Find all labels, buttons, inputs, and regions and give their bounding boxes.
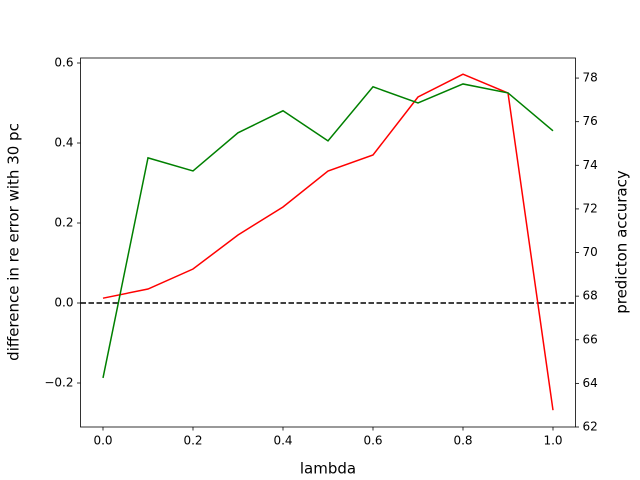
y-tick-label: 0.6 [54, 56, 73, 70]
x-tick-label: 1.0 [543, 434, 562, 448]
y-axis-label: difference in re error with 30 pc [5, 123, 23, 361]
y-tick-label: 0.0 [54, 296, 73, 310]
y-tick-label: 0.4 [54, 136, 73, 150]
data-line [102, 83, 554, 379]
y2-tick-label: 72 [583, 201, 598, 215]
x-tick-label: 0.0 [93, 434, 112, 448]
y2-tick-label: 70 [583, 245, 598, 259]
y-tick-label: −0.2 [44, 376, 73, 390]
y2-tick-label: 74 [583, 158, 598, 172]
x-tick-label: 0.4 [273, 434, 292, 448]
y2-tick-label: 64 [583, 376, 598, 390]
y-tick-label: 0.2 [54, 216, 73, 230]
y2-tick-label: 68 [583, 289, 598, 303]
x-tick-label: 0.8 [453, 434, 472, 448]
x-tick-label: 0.2 [183, 434, 202, 448]
y2-tick-label: 76 [583, 114, 598, 128]
x-tick-label: 0.6 [363, 434, 382, 448]
y2-tick-label: 66 [583, 332, 598, 346]
plot-frame [80, 57, 576, 428]
data-line [102, 73, 554, 411]
y2-tick-label: 62 [583, 420, 598, 434]
y2-axis-label: predicton accuracy [613, 170, 631, 314]
y2-tick-label: 78 [583, 71, 598, 85]
x-axis-label: lambda [300, 460, 356, 478]
